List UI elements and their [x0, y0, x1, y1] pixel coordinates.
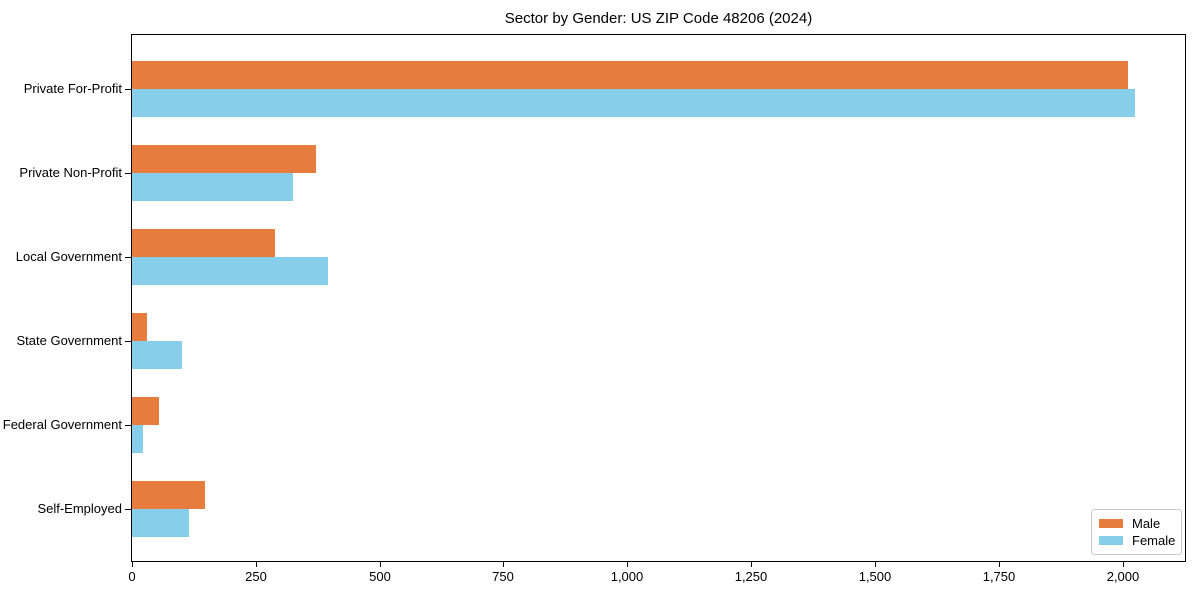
- x-tick-label-1750: 1,750: [982, 569, 1016, 584]
- x-tick-label-2000: 2,000: [1106, 569, 1140, 584]
- bars-layer: [132, 35, 1185, 561]
- y-axis-label-self-employed: Self-Employed: [37, 501, 122, 516]
- x-tick-label-0: 0: [128, 569, 136, 584]
- y-axis-label-federal-government: Federal Government: [2, 417, 122, 432]
- plot-area: [131, 34, 1186, 562]
- y-axis-label-state-government: State Government: [16, 333, 123, 348]
- y-axis-label-private-for-profit: Private For-Profit: [23, 81, 122, 96]
- x-tick-label-500: 500: [369, 569, 391, 584]
- x-tick-mark: [999, 562, 1000, 567]
- female-bar-private-non-profit: [132, 173, 293, 201]
- y-tick-mark: [125, 509, 131, 510]
- y-tick-mark: [125, 89, 131, 90]
- legend-label-female: Female: [1132, 533, 1176, 548]
- chart-title: Sector by Gender: US ZIP Code 48206 (202…: [504, 10, 813, 27]
- legend-entry-female: Female: [1099, 532, 1176, 549]
- y-tick-mark: [125, 341, 131, 342]
- x-tick-mark: [256, 562, 257, 567]
- y-axis-label-private-non-profit: Private Non-Profit: [19, 165, 122, 180]
- female-series-swatch: [1099, 536, 1123, 545]
- male-series-swatch: [1099, 519, 1123, 528]
- y-tick-mark: [125, 425, 131, 426]
- female-bar-local-government: [132, 257, 328, 285]
- male-bar-federal-government: [132, 397, 159, 425]
- y-tick-mark: [125, 257, 131, 258]
- female-bar-state-government: [132, 341, 182, 369]
- x-tick-label-1500: 1,500: [858, 569, 892, 584]
- x-tick-mark: [132, 562, 133, 567]
- y-axis-label-local-government: Local Government: [15, 249, 122, 264]
- x-tick-label-250: 250: [245, 569, 267, 584]
- male-bar-self-employed: [132, 481, 205, 509]
- male-bar-private-non-profit: [132, 145, 316, 173]
- x-tick-mark: [751, 562, 752, 567]
- legend-entry-male: Male: [1099, 515, 1173, 532]
- x-tick-mark: [627, 562, 628, 567]
- legend: Male Female: [1091, 509, 1182, 555]
- female-bar-federal-government: [132, 425, 143, 453]
- x-tick-mark: [875, 562, 876, 567]
- male-bar-state-government: [132, 313, 147, 341]
- x-tick-mark: [380, 562, 381, 567]
- x-tick-label-750: 750: [492, 569, 514, 584]
- female-bar-private-for-profit: [132, 89, 1135, 117]
- y-tick-mark: [125, 173, 131, 174]
- x-tick-mark: [1123, 562, 1124, 567]
- x-tick-label-1250: 1,250: [734, 569, 768, 584]
- female-bar-self-employed: [132, 509, 189, 537]
- x-tick-label-1000: 1,000: [610, 569, 644, 584]
- x-tick-mark: [503, 562, 504, 567]
- male-bar-private-for-profit: [132, 61, 1128, 89]
- legend-label-male: Male: [1132, 516, 1161, 531]
- male-bar-local-government: [132, 229, 275, 257]
